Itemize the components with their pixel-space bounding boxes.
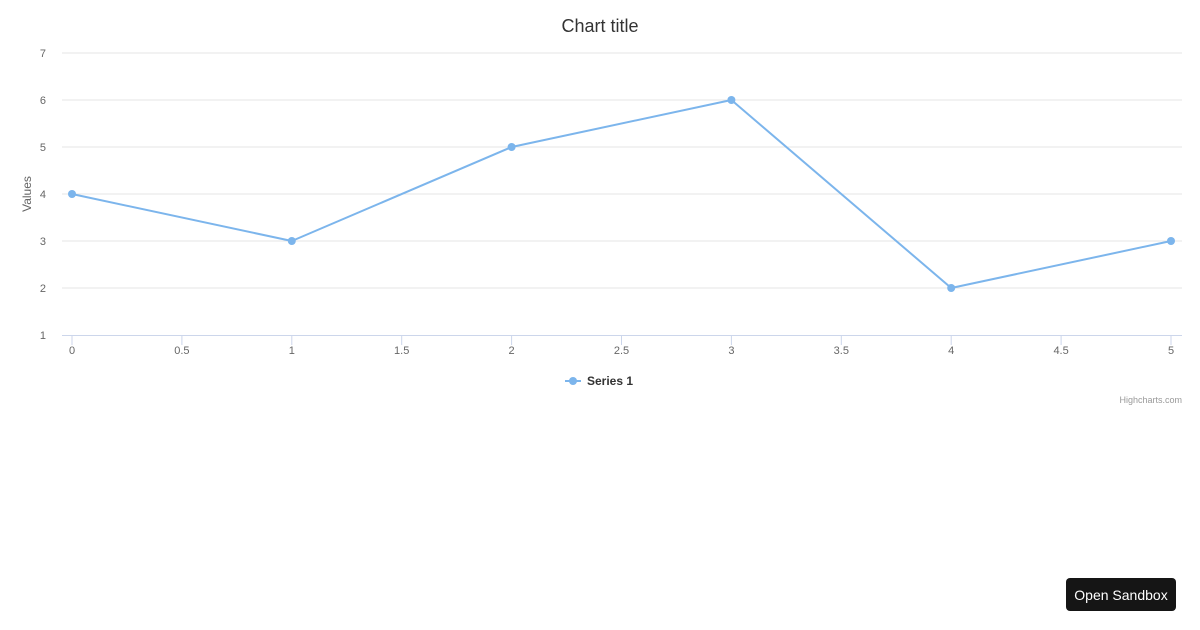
y-tick-label: 1: [40, 330, 46, 342]
data-point: [947, 284, 956, 292]
x-tick-label: 3.5: [834, 345, 849, 357]
y-tick-label: 2: [40, 283, 46, 295]
y-tick-label: 5: [40, 142, 46, 154]
series-line: [71, 99, 1172, 289]
line-chart: Chart title Values 1 2 3 4 5 6 7 0 0.5 1 1.5 2 2.5 3…: [20, 16, 1182, 405]
open-sandbox-button[interactable]: Open Sandbox: [1066, 578, 1176, 611]
x-tick-label: 4.5: [1053, 345, 1068, 357]
y-tick-label: 7: [40, 48, 46, 60]
data-point: [1167, 237, 1175, 245]
data-point: [507, 143, 516, 151]
legend-item-series-1[interactable]: Series 1: [587, 374, 633, 388]
x-tick-label: 2: [509, 345, 515, 357]
x-tick-label: 1.5: [394, 345, 409, 357]
chart-title: Chart title: [561, 16, 638, 36]
credits-link[interactable]: Highcharts.com: [1119, 395, 1182, 405]
x-tick-label: 1: [289, 345, 295, 357]
x-tick-label: 0: [69, 345, 75, 357]
data-point: [68, 190, 76, 198]
y-tick-label: 3: [40, 236, 46, 248]
legend-symbol-marker: [569, 377, 577, 385]
y-tick-label: 6: [40, 95, 46, 107]
data-point: [287, 237, 296, 245]
y-axis-label: Values: [20, 176, 34, 212]
data-point: [727, 96, 736, 104]
y-tick-label: 4: [40, 189, 46, 201]
x-tick-label: 0.5: [174, 345, 189, 357]
x-tick-label: 4: [948, 345, 954, 357]
legend[interactable]: Series 1: [565, 374, 633, 388]
x-tick-label: 3: [728, 345, 734, 357]
x-tick-label: 2.5: [614, 345, 629, 357]
x-tick-label: 5: [1168, 345, 1174, 357]
